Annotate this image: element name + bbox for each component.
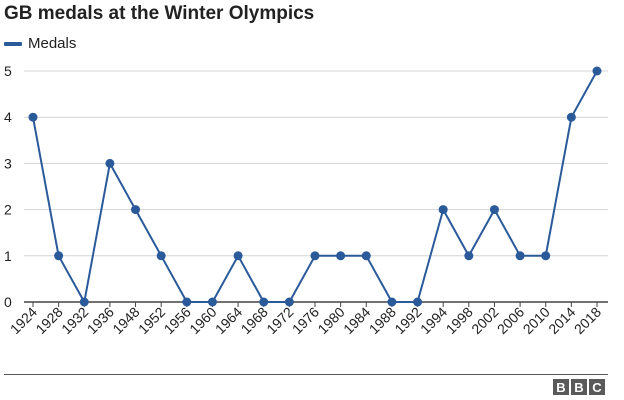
- data-point-1980: [336, 251, 346, 261]
- data-point-1932: [79, 297, 89, 307]
- data-point-1952: [156, 251, 166, 261]
- x-tick-label-1984: 1984: [340, 304, 373, 337]
- legend-label-medals: Medals: [28, 35, 77, 52]
- data-point-1972: [284, 297, 294, 307]
- x-tick-label-1964: 1964: [212, 304, 245, 337]
- data-point-1988: [387, 297, 397, 307]
- x-tick-label-2018: 2018: [571, 304, 604, 337]
- data-point-1936: [105, 158, 115, 168]
- x-tick-label-2002: 2002: [468, 304, 501, 337]
- data-point-2002: [489, 205, 499, 215]
- x-tick-label-1968: 1968: [238, 304, 271, 337]
- x-tick-label-1994: 1994: [417, 304, 450, 337]
- y-tick-label-1: 1: [4, 248, 12, 264]
- data-point-1976: [310, 251, 320, 261]
- y-tick-label-2: 2: [4, 202, 12, 218]
- data-point-1984: [361, 251, 371, 261]
- x-tick-label-1952: 1952: [135, 304, 168, 337]
- data-point-1994: [438, 205, 448, 215]
- x-tick-label-1972: 1972: [263, 304, 296, 337]
- bbc-logo: B B C: [553, 379, 605, 395]
- data-point-1964: [233, 251, 243, 261]
- x-tick-label-1928: 1928: [32, 304, 65, 337]
- x-tick-label-1992: 1992: [391, 304, 424, 337]
- y-tick-label-0: 0: [4, 294, 12, 310]
- logo-letter-b1: B: [553, 379, 569, 395]
- legend: Medals: [4, 35, 76, 52]
- x-tick-label-1932: 1932: [58, 304, 91, 337]
- chart-title: GB medals at the Winter Olympics: [4, 3, 315, 24]
- x-tick-label-1924: 1924: [7, 304, 40, 337]
- x-tick-label-1976: 1976: [289, 304, 322, 337]
- x-tick-label-1948: 1948: [109, 304, 142, 337]
- x-tick-label-1980: 1980: [314, 304, 347, 337]
- data-point-2018: [592, 66, 602, 76]
- x-tick-label-2014: 2014: [545, 304, 578, 337]
- x-tick-label-1936: 1936: [84, 304, 117, 337]
- series-line-medals: [32, 70, 598, 303]
- x-tick-label-2006: 2006: [494, 304, 527, 337]
- data-point-1928: [54, 251, 64, 261]
- logo-letter-c: C: [589, 379, 605, 395]
- data-point-1956: [182, 297, 192, 307]
- legend-swatch: [4, 41, 22, 46]
- footer-divider: [4, 374, 608, 375]
- logo-letter-b2: B: [571, 379, 587, 395]
- data-point-1924: [28, 112, 38, 122]
- data-point-1968: [259, 297, 269, 307]
- data-point-2014: [566, 112, 576, 122]
- x-tick-label-1960: 1960: [186, 304, 219, 337]
- y-tick-label-3: 3: [4, 155, 12, 171]
- data-point-1992: [413, 297, 423, 307]
- x-tick-label-1998: 1998: [443, 304, 476, 337]
- x-tick-label-2010: 2010: [520, 304, 553, 337]
- data-point-2010: [541, 251, 551, 261]
- data-point-2006: [515, 251, 525, 261]
- x-tick-label-1988: 1988: [366, 304, 399, 337]
- y-tick-label-5: 5: [4, 63, 12, 79]
- y-tick-label-4: 4: [4, 109, 12, 125]
- data-point-1960: [207, 297, 217, 307]
- data-point-1998: [464, 251, 474, 261]
- x-tick-label-1956: 1956: [161, 304, 194, 337]
- data-point-1948: [131, 205, 141, 215]
